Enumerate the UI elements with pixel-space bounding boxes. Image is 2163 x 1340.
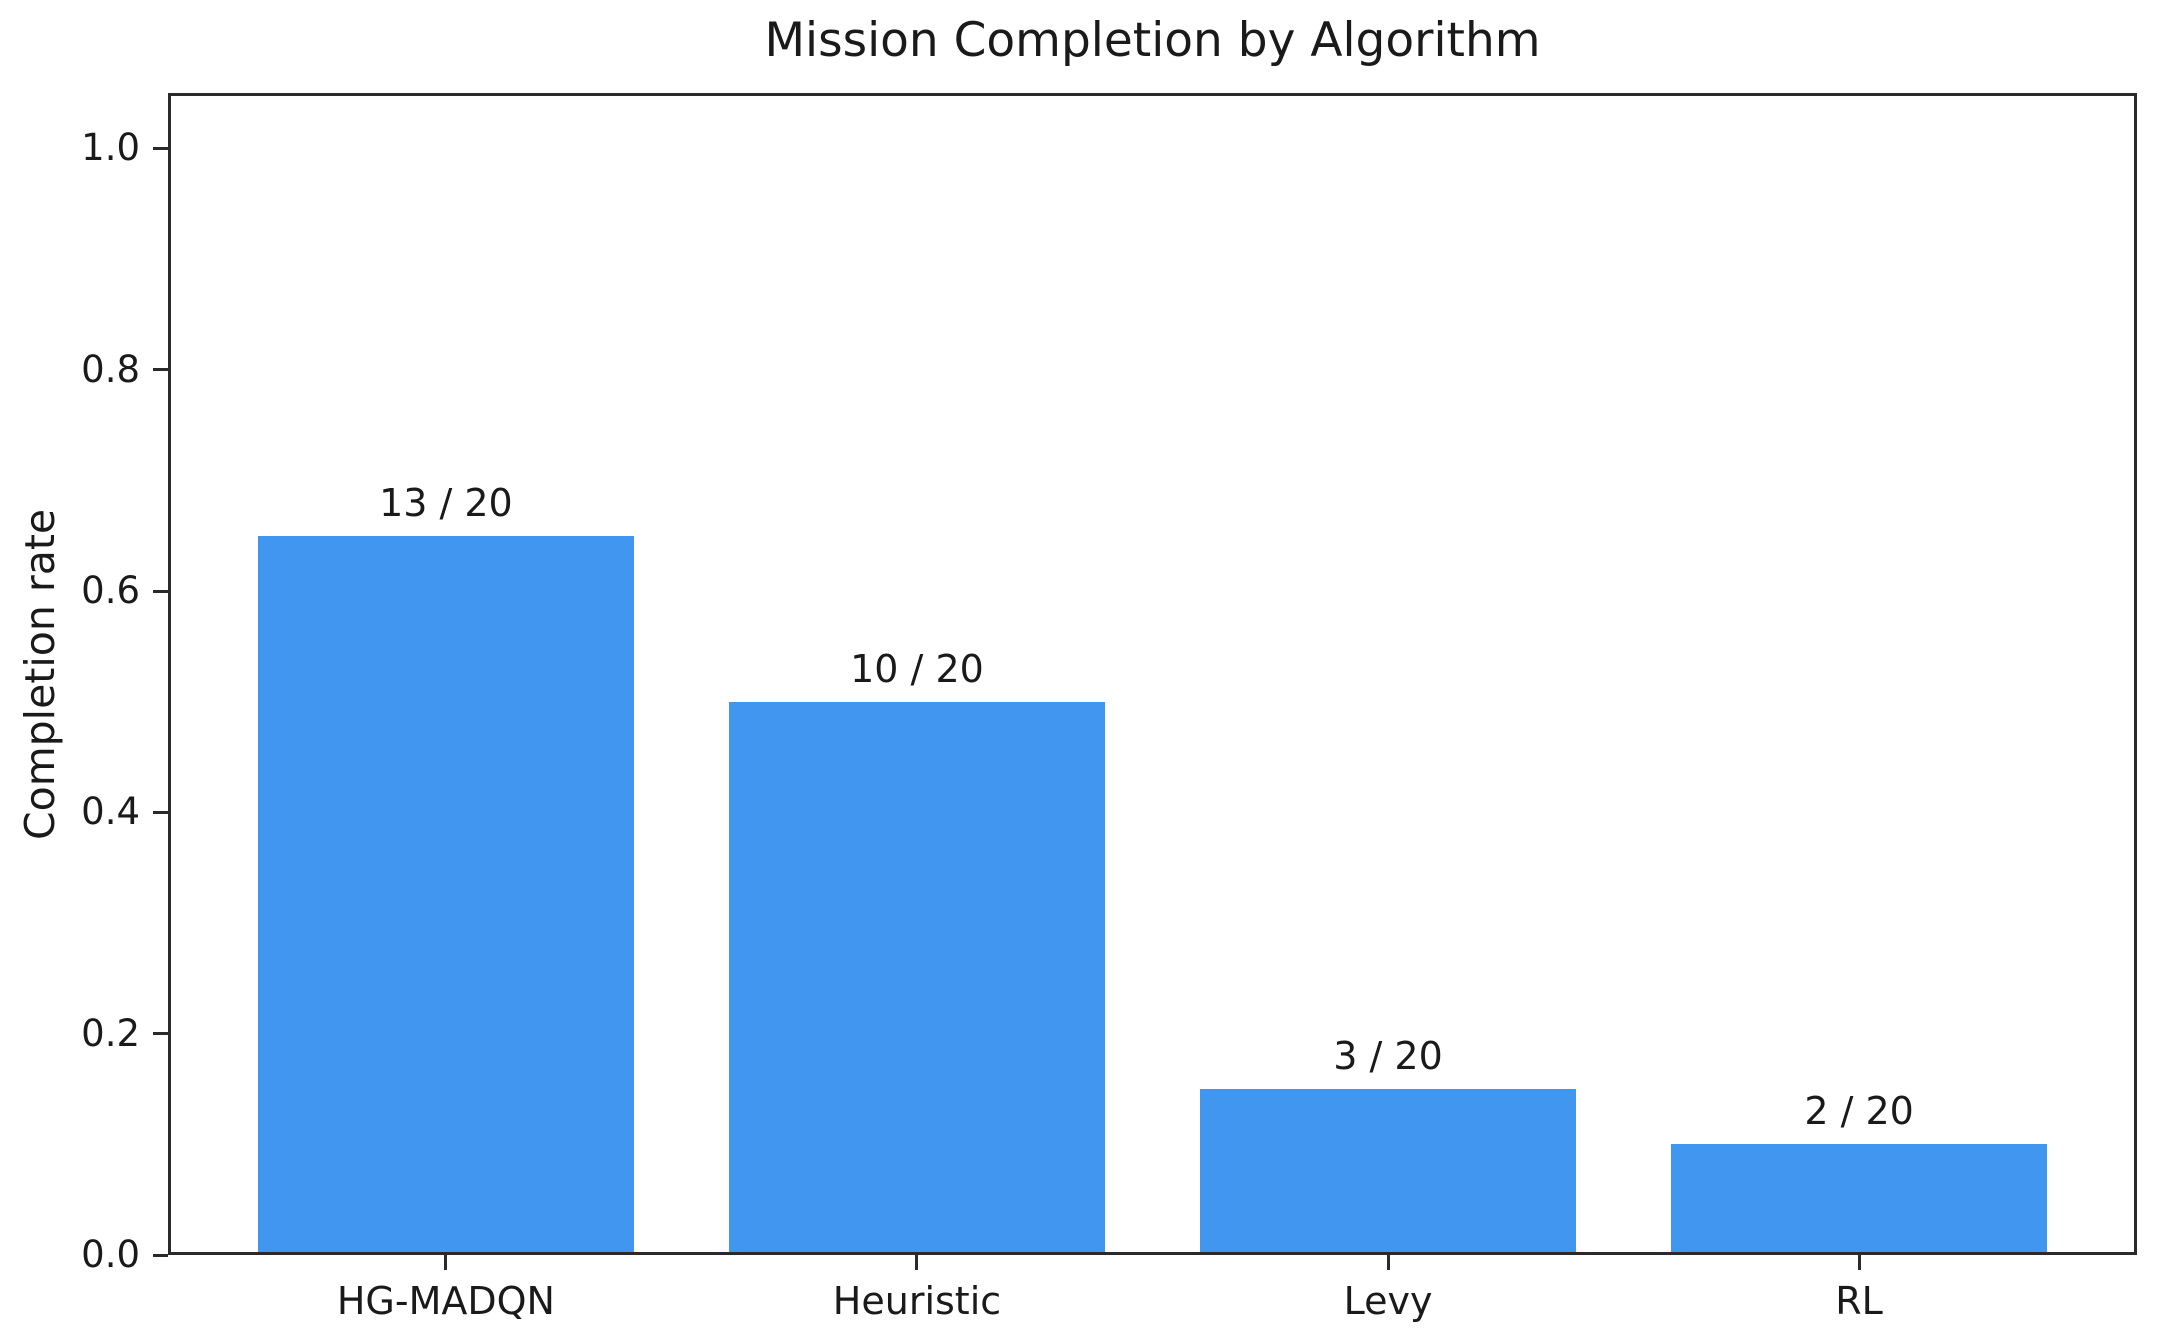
y-tick-mark [153, 146, 168, 150]
bar [1199, 1089, 1577, 1255]
x-tick-label: HG-MADQN [336, 1279, 555, 1323]
bar [728, 701, 1106, 1255]
x-tick-mark [1386, 1255, 1390, 1270]
bar-value-label: 3 / 20 [1333, 1034, 1443, 1078]
y-axis-label: Completion rate [16, 508, 64, 840]
y-tick-mark [153, 368, 168, 372]
chart-title: Mission Completion by Algorithm [764, 13, 1541, 68]
x-tick-mark [915, 1255, 919, 1270]
y-tick-mark [153, 1032, 168, 1036]
bar-value-label: 2 / 20 [1804, 1089, 1914, 1134]
y-tick-mark [153, 810, 168, 814]
bar-value-label: 13 / 20 [379, 480, 513, 525]
y-tick-mark [153, 589, 168, 593]
bar [1670, 1144, 2048, 1255]
x-tick-label: Heuristic [832, 1279, 1002, 1323]
y-tick-label: 0.0 [81, 1233, 140, 1276]
bars-layer [168, 93, 2137, 1255]
y-tick-label: 0.6 [81, 569, 140, 612]
x-tick-label: RL [1835, 1279, 1883, 1323]
plot-area [168, 93, 2137, 1255]
x-tick-mark [444, 1255, 448, 1270]
y-tick-label: 1.0 [81, 126, 140, 170]
bar-value-label: 10 / 20 [850, 646, 984, 691]
y-tick-mark [153, 1253, 168, 1257]
y-tick-label: 0.2 [81, 1011, 140, 1055]
y-tick-label: 0.4 [81, 790, 140, 834]
bar [257, 535, 635, 1255]
x-tick-mark [1857, 1255, 1861, 1270]
x-tick-label: Levy [1343, 1279, 1433, 1323]
y-tick-label: 0.8 [81, 347, 140, 391]
